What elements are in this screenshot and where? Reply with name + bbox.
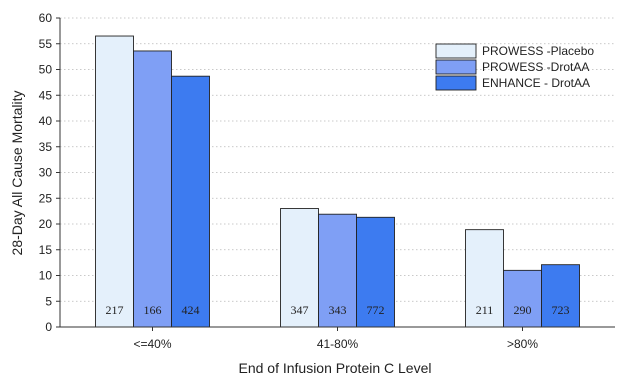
y-tick-label: 25: [39, 191, 53, 205]
bar-1-1: [95, 35, 134, 328]
legend-label: PROWESS -Placebo: [482, 44, 594, 58]
bar-count-label: 424: [182, 303, 200, 317]
y-axis-title: 28-Day All Cause Mortality: [9, 91, 25, 256]
y-tick-label: 40: [39, 114, 53, 128]
x-tick-label: 41-80%: [317, 337, 359, 351]
bar-count-label: 211: [476, 303, 494, 317]
count-labels: 217 166 424 347 343 772 211 290 723: [106, 303, 570, 317]
y-tick-label: 15: [39, 243, 53, 257]
y-tick-label: 30: [39, 166, 53, 180]
legend-label: ENHANCE - DrotAA: [482, 76, 590, 90]
y-tick-label: 10: [39, 269, 53, 283]
axes: [56, 17, 615, 331]
bar-count-label: 290: [514, 303, 532, 317]
y-tick-labels: 0 5 10 15 20 25 30 35 40 45 50 55 60: [39, 11, 53, 334]
bar-count-label: 723: [552, 303, 570, 317]
legend-swatch: [435, 59, 477, 75]
y-tick-label: 20: [39, 217, 53, 231]
bar-3-1: [465, 229, 504, 328]
y-tick-label: 5: [45, 294, 52, 308]
x-tick-label: >80%: [507, 337, 538, 351]
bar-2-3: [356, 216, 395, 328]
bar-1-2: [133, 50, 172, 328]
x-axis-title: End of Infusion Protein C Level: [238, 360, 431, 376]
bar-count-label: 343: [329, 303, 347, 317]
bar-count-label: 166: [144, 303, 162, 317]
y-tick-label: 35: [39, 140, 53, 154]
bar-count-label: 217: [106, 303, 124, 317]
y-tick-label: 50: [39, 63, 53, 77]
y-tick-label: 45: [39, 88, 53, 102]
bar-3-3: [541, 264, 580, 328]
bar-count-label: 772: [367, 303, 385, 317]
legend: PROWESS -Placebo PROWESS -DrotAA ENHANCE -…: [435, 43, 594, 91]
x-tick-labels: <=40% 41-80% >80%: [133, 337, 538, 351]
y-tick-label: 60: [39, 11, 53, 25]
bars: [95, 35, 580, 328]
y-tick-label: 55: [39, 37, 53, 51]
y-tick-label: 0: [45, 320, 52, 334]
legend-swatch: [435, 43, 477, 59]
bar-count-label: 347: [291, 303, 309, 317]
legend-label: PROWESS -DrotAA: [482, 60, 589, 74]
bar-1-3: [171, 75, 210, 328]
legend-swatch: [435, 75, 477, 91]
x-tick-label: <=40%: [133, 337, 171, 351]
bar-3-2: [503, 269, 542, 328]
